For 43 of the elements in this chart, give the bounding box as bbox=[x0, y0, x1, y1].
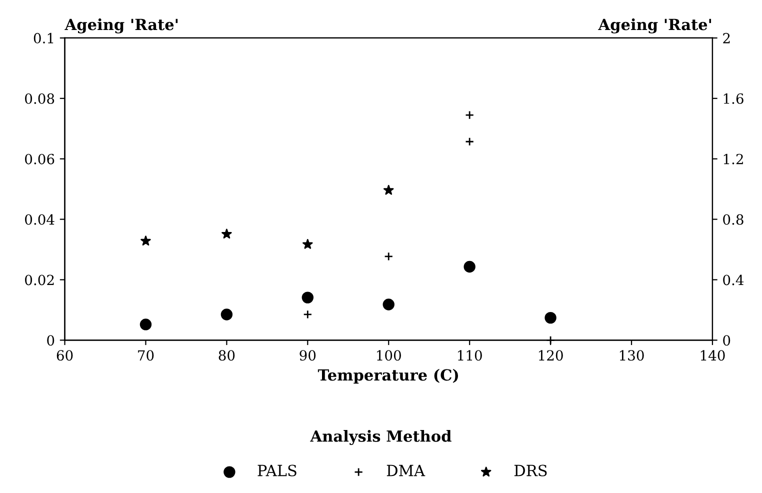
y-tick-label: 0.04 bbox=[25, 214, 54, 225]
point bbox=[464, 260, 476, 273]
point bbox=[546, 336, 556, 345]
x-axis-title: Temperature (C) bbox=[318, 368, 458, 384]
legend-label: PALS bbox=[258, 464, 296, 476]
point bbox=[302, 292, 314, 304]
y2-tick-label: 0.4 bbox=[723, 274, 744, 286]
y-tick-label: 0.08 bbox=[25, 93, 54, 104]
y2-tick-label: 1.2 bbox=[724, 154, 743, 164]
point bbox=[140, 318, 152, 330]
point bbox=[384, 252, 394, 261]
point bbox=[220, 308, 233, 320]
y-tick-label: 0 bbox=[47, 335, 54, 346]
x-tick-label: 100 bbox=[377, 350, 401, 361]
y2-tick-label: 0 bbox=[723, 335, 730, 346]
point bbox=[465, 137, 474, 146]
y2-axis-title: Ageing 'Rate' bbox=[598, 18, 712, 34]
x-tick-label: 130 bbox=[620, 350, 644, 361]
point bbox=[222, 228, 232, 239]
point bbox=[544, 312, 556, 324]
y2-tick-label: 0.8 bbox=[723, 214, 744, 225]
x-tick-label: 140 bbox=[700, 350, 725, 361]
x-tick-label: 80 bbox=[218, 350, 235, 361]
legend-label: DMA bbox=[386, 464, 426, 476]
x-tick-label: 90 bbox=[300, 350, 316, 361]
point bbox=[140, 236, 151, 246]
y-axis-title: Ageing 'Rate' bbox=[64, 18, 178, 34]
y2-tick-label: 1.6 bbox=[724, 93, 744, 104]
y-tick-label: 0.02 bbox=[25, 274, 54, 286]
y-tick-label: 0.06 bbox=[25, 154, 54, 164]
point bbox=[465, 110, 474, 120]
point bbox=[302, 239, 313, 249]
x-tick-label: 120 bbox=[538, 350, 563, 361]
legend-title: Analysis Method bbox=[310, 430, 452, 446]
point bbox=[383, 184, 394, 195]
point bbox=[382, 298, 394, 310]
x-tick-label: 70 bbox=[138, 350, 154, 361]
y-tick-label: 0.1 bbox=[34, 32, 54, 44]
point bbox=[303, 310, 312, 319]
x-tick-label: 60 bbox=[56, 350, 73, 361]
y2-tick-label: 2 bbox=[723, 32, 730, 44]
x-tick-label: 110 bbox=[458, 350, 482, 361]
legend-label: DRS bbox=[514, 464, 547, 476]
